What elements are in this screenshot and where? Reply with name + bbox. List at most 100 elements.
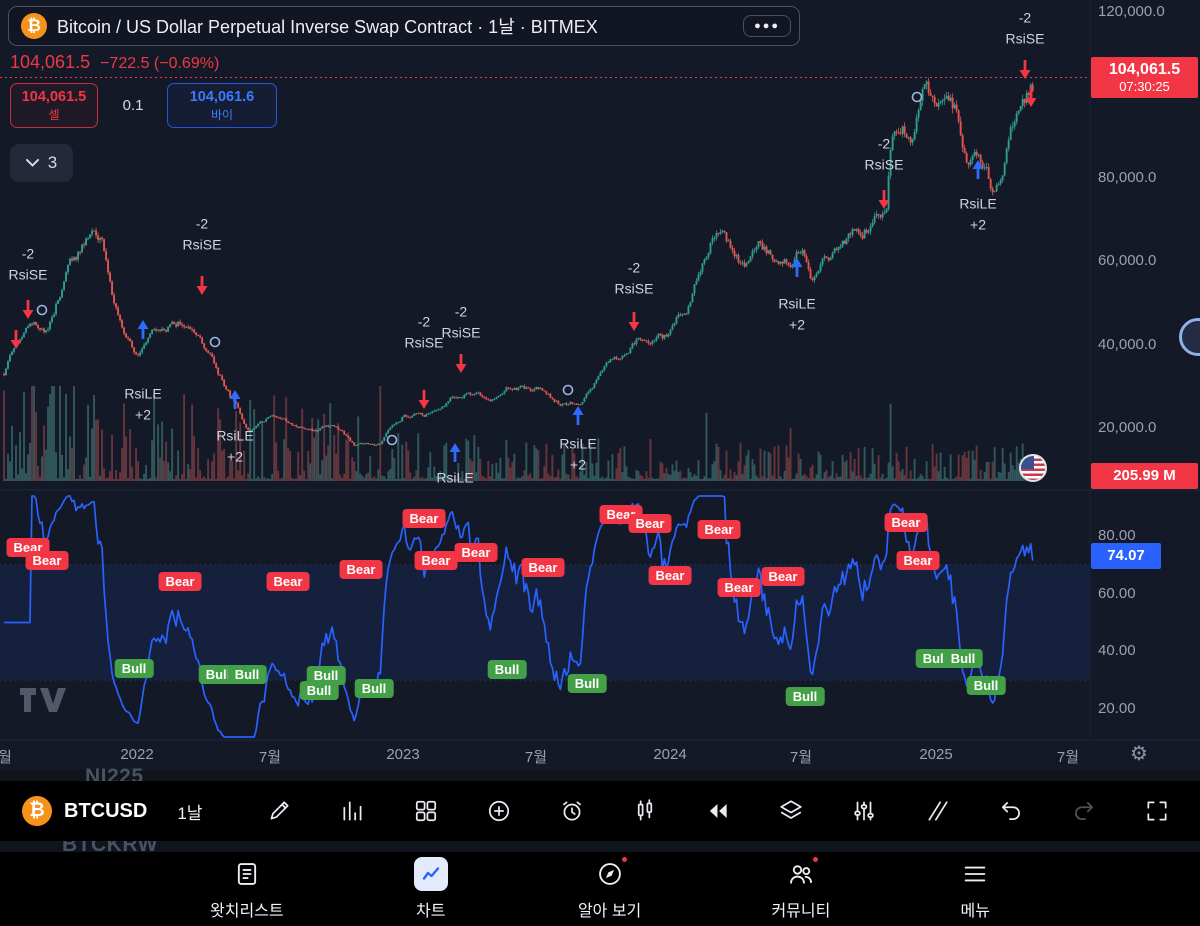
entry-marker-circle (209, 336, 221, 348)
nav-label: 알아 보기 (577, 903, 642, 920)
tradingview-logo (20, 688, 66, 712)
us-flag-icon (1019, 454, 1047, 482)
menu-icon (961, 857, 989, 891)
short-signal-rsise[interactable] (1025, 88, 1037, 107)
gear-icon[interactable]: ⚙ (1130, 743, 1148, 765)
svg-text:+2: +2 (227, 448, 243, 464)
entry-marker-circle (386, 434, 398, 446)
time-axis-label: 2023 (386, 746, 420, 763)
price-axis-label: 80,000.0 (1098, 169, 1157, 186)
svg-text:RsiLE: RsiLE (436, 469, 473, 485)
price-axis-label: 40,000.0 (1098, 336, 1157, 353)
fullscreen-icon[interactable] (1142, 796, 1172, 826)
time-axis-label: 7월 (524, 749, 548, 766)
badge-countdown: 07:30:25 (1119, 79, 1170, 94)
notification-dot (619, 855, 629, 864)
last-price-badge: 104,061.5 07:30:25 (1091, 57, 1198, 98)
candle-style-icon[interactable] (630, 796, 660, 826)
short-signal-rsise[interactable]: -2 RsiSE (615, 259, 654, 331)
badge-price: 104,061.5 (1108, 61, 1181, 78)
nav-label: 메뉴 (960, 903, 990, 920)
last-price: 104,061.5 (10, 52, 91, 72)
time-axis-label: 7월 (789, 749, 813, 766)
replay-icon[interactable] (703, 796, 733, 826)
sell-button[interactable]: 104,061.5 셀 (10, 83, 98, 128)
time-axis-label: 7월 (258, 749, 282, 766)
symbol-title-bar[interactable]: ₿ Bitcoin / US Dollar Perpetual Inverse … (8, 6, 800, 46)
more-options-button[interactable]: ●●● (743, 15, 791, 37)
svg-text:+2: +2 (789, 316, 805, 332)
price-axis-label: 120,000.0 (1098, 3, 1165, 20)
svg-text:RsiLE: RsiLE (216, 427, 253, 443)
svg-text:-2: -2 (455, 303, 468, 319)
symbol-button[interactable]: BTCUSD (64, 799, 148, 822)
entry-marker-circle (911, 91, 923, 103)
rsi-value-badge: 74.07 (1091, 543, 1161, 569)
rsi-axis-label: 40.00 (1098, 642, 1136, 659)
entry-marker-circle (36, 304, 48, 316)
svg-text:-2: -2 (1019, 9, 1032, 25)
price-axis-label: 20,000.0 (1098, 419, 1157, 436)
nav-item-watchlist[interactable]: 왓치리스트 (210, 857, 284, 921)
time-axis-label: 2024 (653, 746, 687, 763)
svg-text:-2: -2 (196, 215, 209, 231)
add-icon[interactable] (484, 796, 514, 826)
buy-label: 바이 (210, 107, 234, 122)
main-chart-canvas[interactable]: -2 RsiSE -2 RsiSE -2 RsiSE -2 RsiSE -2 RsiSE -2 Rsi… (0, 0, 1200, 770)
chart-toolbar: ₿ BTCUSD 1날 (0, 781, 1200, 841)
symbol-title: Bitcoin / US Dollar Perpetual Inverse Sw… (57, 17, 598, 37)
buy-button[interactable]: 104,061.6 바이 (167, 83, 277, 128)
objects-layers-icon[interactable] (776, 796, 806, 826)
long-signal-rsile[interactable]: RsiLE +2 (778, 258, 816, 332)
short-signal-rsise[interactable] (10, 330, 22, 349)
long-signal-rsile[interactable]: RsiLE +2 (216, 390, 254, 464)
redo-icon[interactable] (1069, 796, 1099, 826)
svg-text:RsiSE: RsiSE (442, 324, 481, 340)
nav-item-chart[interactable]: 차트 (413, 857, 448, 921)
svg-text:RsiLE: RsiLE (124, 385, 161, 401)
undo-icon[interactable] (996, 796, 1026, 826)
short-signal-rsise[interactable]: -2 RsiSE (9, 245, 48, 319)
settings-sliders-icon[interactable] (849, 796, 879, 826)
nav-label: 커뮤니티 (771, 903, 831, 920)
svg-text:RsiSE: RsiSE (183, 236, 222, 252)
short-signal-rsise[interactable]: -2 RsiSE (865, 135, 904, 209)
nav-item-menu[interactable]: 메뉴 (961, 857, 990, 921)
bitcoin-icon: ₿ (22, 796, 52, 826)
short-signal-rsise[interactable]: -2 RsiSE (183, 215, 222, 295)
alert-icon[interactable] (557, 796, 587, 826)
discover-icon (596, 855, 629, 891)
short-signal-rsise[interactable]: -2 RsiSE (442, 303, 481, 373)
short-signal-rsise[interactable]: -2 RsiSE (1006, 9, 1045, 79)
svg-text:+2: +2 (135, 406, 151, 422)
long-signal-rsile[interactable]: RsiLE +2 (124, 320, 162, 422)
svg-text:RsiSE: RsiSE (405, 334, 444, 350)
layout-grid-icon[interactable] (411, 796, 441, 826)
long-signal-rsile[interactable]: RsiLE (436, 443, 474, 485)
nav-item-community[interactable]: 커뮤니티 (771, 855, 831, 921)
indicators-icon[interactable] (338, 796, 368, 826)
sell-label: 셀 (48, 107, 60, 122)
interval-button[interactable]: 1날 (177, 803, 203, 823)
short-signal-rsise[interactable]: -2 RsiSE (405, 313, 444, 409)
long-signal-rsile[interactable]: RsiLE +2 (559, 406, 597, 472)
price-change: −722.5 (−0.69%) (100, 55, 220, 72)
nav-item-discover[interactable]: 알아 보기 (577, 855, 642, 921)
chart-icon (413, 857, 448, 891)
svg-text:RsiSE: RsiSE (865, 156, 904, 172)
entry-marker-circle (562, 384, 574, 396)
draw-icon[interactable] (264, 796, 294, 826)
long-signal-rsile[interactable]: RsiLE +2 (959, 160, 997, 232)
price-summary: 104,061.5 −722.5 (−0.69%) (10, 52, 219, 73)
nav-label: 차트 (416, 903, 446, 920)
time-axis-label: 7월 (1056, 749, 1080, 766)
trend-lines-icon[interactable] (923, 796, 953, 826)
time-axis-label: 월 (0, 749, 12, 766)
bottom-navigation: 왓치리스트 차트 알아 보기 커뮤니티 메뉴 (0, 852, 1200, 926)
svg-text:+2: +2 (570, 456, 586, 472)
indicator-count-dropdown[interactable]: 3 (10, 144, 73, 182)
notification-dot (810, 855, 820, 864)
sell-price: 104,061.5 (21, 88, 87, 105)
volume-badge: 205.99 M (1091, 463, 1198, 489)
